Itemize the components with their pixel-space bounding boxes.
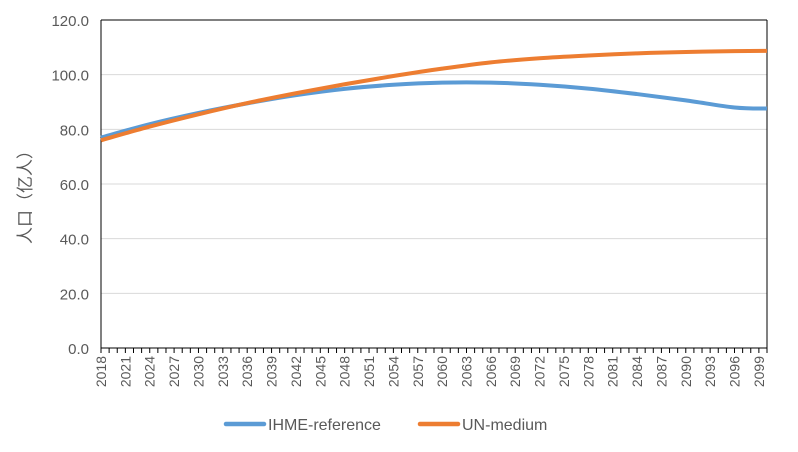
x-tick-label: 2039 xyxy=(264,356,280,387)
x-tick-label: 2033 xyxy=(215,356,231,387)
y-tick-label: 0.0 xyxy=(68,341,89,358)
legend-label-un: UN-medium xyxy=(462,417,547,434)
y-tick-label: 100.0 xyxy=(51,68,89,85)
series-lines xyxy=(100,48,768,143)
x-tick-label: 2051 xyxy=(361,356,377,387)
y-tick-label: 20.0 xyxy=(60,286,89,303)
y-tick-label: 40.0 xyxy=(60,232,89,249)
x-tick-label: 2096 xyxy=(727,356,743,387)
y-tick-labels: 0.0 20.0 40.0 60.0 80.0 100.0 120.0 xyxy=(51,13,89,358)
x-tick-label: 2063 xyxy=(458,356,474,387)
x-tick-label: 2018 xyxy=(93,356,109,387)
x-tick-label: 2027 xyxy=(166,356,182,387)
legend-label-ihme: IHME-reference xyxy=(268,417,381,434)
x-tick-labels: 2018 2021 2024 2027 2030 2033 2036 2039 2042 2045… xyxy=(93,348,768,387)
x-tick-label: 2021 xyxy=(117,356,133,387)
x-tick-label: 2036 xyxy=(239,356,255,387)
gridlines xyxy=(101,19,767,294)
x-tick-label: 2057 xyxy=(410,356,426,387)
x-tick-label: 2099 xyxy=(751,356,767,387)
x-tick-label: 2075 xyxy=(556,356,572,387)
x-tick-label: 2084 xyxy=(629,356,645,387)
x-tick-label: 2090 xyxy=(678,356,694,387)
x-tick-label: 2093 xyxy=(702,356,718,387)
x-tick-label: 2048 xyxy=(337,356,353,387)
series-line-un-medium xyxy=(100,48,768,143)
y-tick-label: 120.0 xyxy=(51,13,89,30)
x-tick-label: 2072 xyxy=(532,356,548,387)
x-tick-label: 2066 xyxy=(483,356,499,387)
x-tick-label: 2069 xyxy=(507,356,523,387)
x-tick-label: 2042 xyxy=(288,356,304,387)
x-tick-label: 2045 xyxy=(312,356,328,387)
x-tick-label: 2054 xyxy=(385,356,401,387)
x-tick-label: 2024 xyxy=(142,356,158,387)
y-axis-label: 人口（亿人） xyxy=(16,142,35,244)
y-tick-label: 60.0 xyxy=(60,177,89,194)
x-tick-label: 2030 xyxy=(190,356,206,387)
x-tick-label: 2081 xyxy=(605,356,621,387)
x-tick-label: 2087 xyxy=(653,356,669,387)
x-tick-label: 2060 xyxy=(434,356,450,387)
legend: IHME-reference UN-medium xyxy=(223,417,547,434)
x-tick-label: 2078 xyxy=(580,356,596,387)
y-tick-label: 80.0 xyxy=(60,122,89,139)
